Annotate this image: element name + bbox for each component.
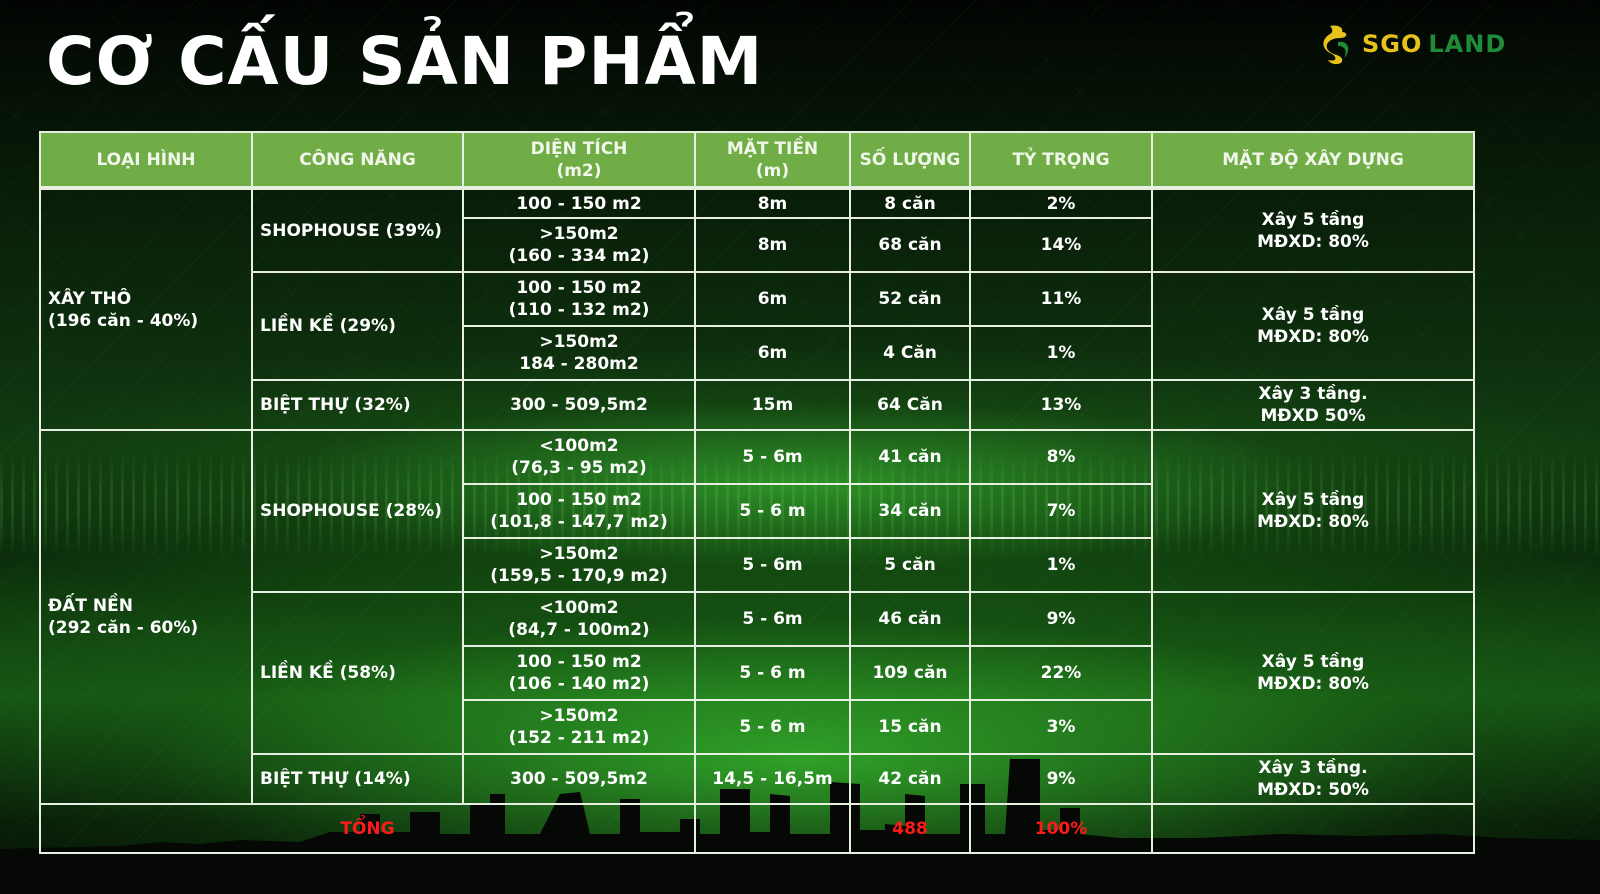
ty-trong-cell: 22% — [969, 645, 1153, 701]
cong-nang-cell: BIỆT THỰ (14%) — [251, 753, 464, 805]
mat-tien-cell: 5 - 6 m — [694, 645, 851, 701]
table-header-row: LOẠI HÌNH CÔNG NĂNG DIỆN TÍCH (m2) MẶT T… — [39, 131, 1475, 190]
mat-do-cell: Xây 3 tầng. MĐXD: 50% — [1151, 753, 1475, 805]
so-luong-cell: 46 căn — [849, 591, 971, 647]
so-luong-cell: 42 căn — [849, 753, 971, 805]
dien-tich-cell: 300 - 509,5m2 — [462, 753, 696, 805]
total-label: TỔNG — [39, 803, 696, 854]
table-row: ĐẤT NỀN (292 căn - 60%) SHOPHOUSE (28%) … — [39, 429, 1475, 805]
so-luong-cell: 41 căn — [849, 429, 971, 485]
table-row: 100 - 150 m2 (106 - 140 m2) 5 - 6 m 109 … — [40, 645, 1474, 701]
dien-tich-cell: 100 - 150 m2 (110 - 132 m2) — [462, 271, 696, 327]
header-mat-do-xay-dung: MẶT ĐỘ XÂY DỰNG — [1151, 131, 1475, 190]
logo-text-land: LAND — [1428, 30, 1507, 58]
ty-trong-cell: 2% — [969, 187, 1153, 219]
mat-do-cell: Xây 5 tầng MĐXD: 80% — [1151, 187, 1475, 273]
table-row: BIỆT THỰ (32%) 300 - 509,5m2 15m 64 Căn … — [40, 379, 1475, 431]
so-luong-cell: 5 căn — [849, 537, 971, 593]
header-so-luong: SỐ LƯỢNG — [849, 131, 971, 190]
cong-nang-cell: LIỀN KỀ (29%) — [251, 271, 464, 381]
ty-trong-cell: 14% — [969, 217, 1153, 273]
cong-nang-cell: LIỀN KỀ (58%) — [251, 591, 464, 755]
table-row: >150m2 (152 - 211 m2) 5 - 6 m 15 căn 3% — [40, 699, 1474, 755]
header-cong-nang: CÔNG NĂNG — [251, 131, 464, 190]
mat-tien-cell: 5 - 6 m — [694, 699, 851, 755]
total-row: TỔNG 488 100% — [39, 803, 1475, 854]
page-title: CƠ CẤU SẢN PHẨM — [46, 23, 764, 100]
so-luong-cell: 34 căn — [849, 483, 971, 539]
ty-trong-cell: 9% — [969, 753, 1153, 805]
so-luong-cell: 68 căn — [849, 217, 971, 273]
dien-tich-cell: >150m2 (159,5 - 170,9 m2) — [462, 537, 696, 593]
dien-tich-cell: <100m2 (76,3 - 95 m2) — [462, 429, 696, 485]
header-ty-trong: TỶ TRỌNG — [969, 131, 1153, 190]
dien-tich-cell: 100 - 150 m2 (106 - 140 m2) — [462, 645, 696, 701]
mat-tien-cell: 15m — [694, 379, 851, 431]
ty-trong-cell: 8% — [969, 429, 1153, 485]
table-row: XÂY THÔ (196 căn - 40%) SHOPHOUSE (39%) … — [39, 187, 1475, 431]
ty-trong-cell: 13% — [969, 379, 1153, 431]
logo-text-sgo: SGO — [1362, 30, 1423, 58]
cong-nang-cell: BIỆT THỰ (32%) — [251, 379, 464, 431]
table-row: BIỆT THỰ (14%) 300 - 509,5m2 14,5 - 16,5… — [40, 753, 1475, 805]
total-mat-do-cell — [1151, 803, 1475, 854]
table-row: LIỀN KỀ (58%) <100m2 (84,7 - 100m2) 5 - … — [40, 591, 1475, 755]
dien-tich-cell: >150m2 184 - 280m2 — [462, 325, 696, 381]
table-row: 100 - 150 m2 (101,8 - 147,7 m2) 5 - 6 m … — [40, 483, 1474, 539]
mat-tien-cell: 8m — [694, 217, 851, 273]
table-row: LIỀN KỀ (29%) 100 - 150 m2 (110 - 132 m2… — [40, 271, 1475, 381]
mat-tien-cell: 5 - 6m — [694, 591, 851, 647]
dien-tich-cell: 300 - 509,5m2 — [462, 379, 696, 431]
ty-trong-cell: 9% — [969, 591, 1153, 647]
ty-trong-cell: 1% — [969, 325, 1153, 381]
mat-tien-cell: 6m — [694, 325, 851, 381]
mat-tien-cell: 5 - 6m — [694, 537, 851, 593]
mat-do-cell: Xây 5 tầng MĐXD: 80% — [1151, 271, 1475, 381]
brand-logo: SGO LAND — [1318, 22, 1506, 66]
total-ty-trong: 100% — [969, 803, 1153, 854]
so-luong-cell: 8 căn — [849, 187, 971, 219]
mat-tien-cell: 5 - 6m — [694, 429, 851, 485]
mat-tien-cell: 14,5 - 16,5m — [694, 753, 851, 805]
mat-do-cell: Xây 5 tầng MĐXD: 80% — [1151, 429, 1475, 593]
total-so-luong: 488 — [849, 803, 971, 854]
ty-trong-cell: 3% — [969, 699, 1153, 755]
mat-tien-cell: 6m — [694, 271, 851, 327]
dien-tich-cell: 100 - 150 m2 — [462, 187, 696, 219]
mat-do-cell: Xây 5 tầng MĐXD: 80% — [1151, 591, 1475, 755]
header-loai-hinh: LOẠI HÌNH — [39, 131, 253, 190]
ty-trong-cell: 11% — [969, 271, 1153, 327]
dien-tich-cell: >150m2 (152 - 211 m2) — [462, 699, 696, 755]
header-mat-tien: MẶT TIỀN (m) — [694, 131, 851, 190]
mat-tien-cell: 5 - 6 m — [694, 483, 851, 539]
dien-tich-cell: >150m2 (160 - 334 m2) — [462, 217, 696, 273]
dien-tich-cell: 100 - 150 m2 (101,8 - 147,7 m2) — [462, 483, 696, 539]
product-structure-table: LOẠI HÌNH CÔNG NĂNG DIỆN TÍCH (m2) MẶT T… — [39, 131, 1475, 854]
table-row: >150m2 (160 - 334 m2) 8m 68 căn 14% — [40, 217, 1474, 273]
mat-do-cell: Xây 3 tầng. MĐXD 50% — [1151, 379, 1475, 431]
so-luong-cell: 64 Căn — [849, 379, 971, 431]
loai-hinh-cell: XÂY THÔ (196 căn - 40%) — [39, 187, 253, 431]
so-luong-cell: 4 Căn — [849, 325, 971, 381]
ty-trong-cell: 7% — [969, 483, 1153, 539]
so-luong-cell: 15 căn — [849, 699, 971, 755]
table-row: >150m2 184 - 280m2 6m 4 Căn 1% — [40, 325, 1474, 381]
total-mat-tien-cell — [694, 803, 851, 854]
so-luong-cell: 109 căn — [849, 645, 971, 701]
so-luong-cell: 52 căn — [849, 271, 971, 327]
header-dien-tich: DIỆN TÍCH (m2) — [462, 131, 696, 190]
mat-tien-cell: 8m — [694, 187, 851, 219]
ty-trong-cell: 1% — [969, 537, 1153, 593]
loai-hinh-cell: ĐẤT NỀN (292 căn - 60%) — [39, 429, 253, 805]
dragon-logo-icon — [1323, 25, 1349, 65]
cong-nang-cell: SHOPHOUSE (39%) — [251, 187, 464, 273]
table-row: >150m2 (159,5 - 170,9 m2) 5 - 6m 5 căn 1… — [40, 537, 1474, 593]
cong-nang-cell: SHOPHOUSE (28%) — [251, 429, 464, 593]
dien-tich-cell: <100m2 (84,7 - 100m2) — [462, 591, 696, 647]
